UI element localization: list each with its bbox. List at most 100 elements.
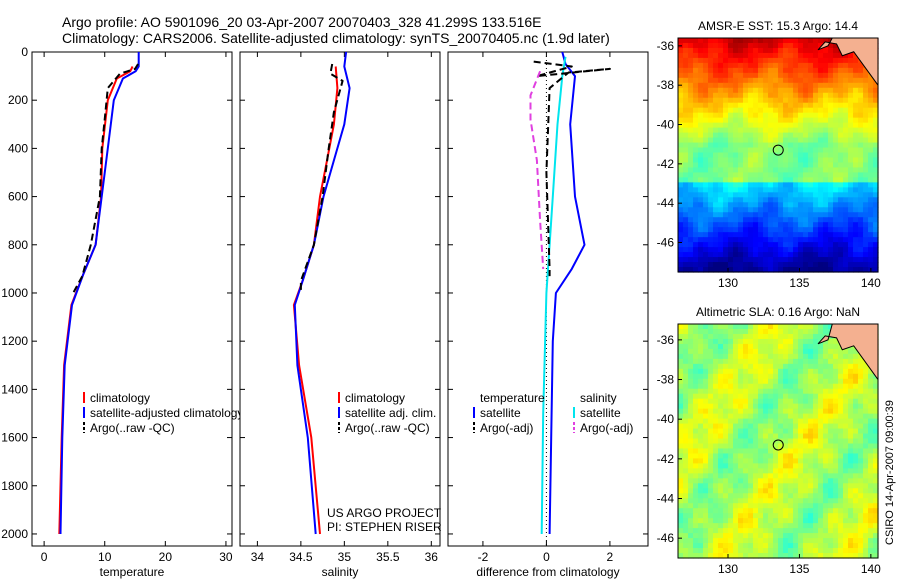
sst-heatmap-cell: [873, 132, 879, 139]
sst-heatmap-cell: [833, 42, 839, 49]
sst-heatmap-cell: [758, 47, 764, 54]
sla-heatmap-cell: [833, 383, 839, 390]
sla-heatmap-cell: [683, 408, 689, 415]
sst-heatmap-cell: [818, 77, 824, 84]
sst-heatmap-cell: [833, 87, 839, 94]
sst-heatmap-cell: [803, 162, 809, 169]
sla-heatmap-cell: [703, 393, 709, 400]
sla-heatmap-cell: [683, 393, 689, 400]
sst-heatmap-cell: [848, 177, 854, 183]
sst-heatmap-cell: [788, 222, 794, 228]
sla-heatmap-cell: [818, 443, 824, 450]
sla-heatmap-cell: [703, 508, 709, 514]
sla-heatmap-cell: [773, 393, 779, 400]
sla-heatmap-cell: [758, 523, 764, 529]
sst-heatmap-cell: [873, 82, 879, 89]
sst-heatmap-cell: [703, 127, 709, 134]
sst-heatmap-cell: [698, 142, 704, 149]
sla-heatmap-cell: [748, 343, 754, 350]
sla-heatmap-cell: [703, 458, 709, 465]
sla-heatmap-cell: [703, 328, 709, 335]
sla-heatmap-cell: [793, 373, 799, 380]
sst-heatmap-cell: [723, 162, 729, 169]
sst-heatmap-cell: [818, 212, 824, 218]
sla-heatmap-cell: [783, 353, 789, 360]
sla-heatmap-cell: [753, 528, 759, 534]
sla-heatmap-cell: [763, 553, 769, 559]
sla-heatmap-cell: [863, 468, 869, 474]
sst-heatmap-cell: [683, 97, 689, 104]
salinity-xtick-label: 35.5: [376, 550, 400, 564]
sla-heatmap-cell: [738, 503, 744, 509]
sla-heatmap-cell: [728, 383, 734, 390]
sla-heatmap-cell: [813, 393, 819, 400]
sst-heatmap-cell: [723, 47, 729, 54]
sst-heatmap-cell: [808, 87, 814, 94]
sst-heatmap-cell: [738, 87, 744, 94]
sst-heatmap-cell: [793, 177, 799, 183]
sla-heatmap-cell: [753, 488, 759, 494]
sla-heatmap-cell: [768, 398, 774, 405]
sst-heatmap-cell: [693, 72, 699, 79]
sst-heatmap-cell: [803, 217, 809, 223]
sla-heatmap-cell: [783, 518, 789, 524]
sla-heatmap-cell: [693, 508, 699, 514]
sst-heatmap-cell: [688, 237, 694, 243]
sst-heatmap-cell: [678, 267, 684, 273]
sst-heatmap-cell: [683, 192, 689, 198]
sla-heatmap-cell: [843, 413, 849, 420]
sla-heatmap-cell: [713, 398, 719, 405]
sla-heatmap-cell: [778, 533, 784, 539]
sst-heatmap-cell: [838, 202, 844, 208]
sst-heatmap-cell: [733, 132, 739, 139]
sla-heatmap-cell: [773, 518, 779, 524]
sla-heatmap-cell: [793, 538, 799, 544]
sst-heatmap-cell: [858, 232, 864, 238]
temperature-ytick-label: 1000: [1, 286, 28, 300]
sst-heatmap-cell: [828, 177, 834, 183]
sst-heatmap-cell: [703, 57, 709, 64]
sla-heatmap-cell: [848, 478, 854, 484]
sla-heatmap-cell: [773, 348, 779, 355]
sla-heatmap-cell: [693, 433, 699, 440]
sla-heatmap-cell: [728, 553, 734, 559]
sst-heatmap-cell: [708, 62, 714, 69]
sla-heatmap-cell: [858, 443, 864, 450]
sla-heatmap-cell: [748, 324, 754, 330]
sst-heatmap-cell: [688, 52, 694, 59]
sst-heatmap-cell: [813, 257, 819, 263]
sla-heatmap-cell: [743, 428, 749, 435]
sla-heatmap-cell: [778, 528, 784, 534]
sst-heatmap-cell: [793, 207, 799, 213]
sst-heatmap-cell: [768, 262, 774, 268]
sla-heatmap-cell: [803, 488, 809, 494]
sla-heatmap-cell: [873, 463, 879, 469]
sla-heatmap-cell: [718, 513, 724, 519]
sst-heatmap-cell: [738, 217, 744, 223]
sla-heatmap-cell: [838, 488, 844, 494]
sst-heatmap-cell: [693, 162, 699, 169]
sla-heatmap-cell: [858, 393, 864, 400]
sla-heatmap-cell: [788, 493, 794, 499]
sla-heatmap-cell: [763, 508, 769, 514]
sla-heatmap-cell: [733, 328, 739, 335]
sla-heatmap-cell: [723, 448, 729, 455]
sla-heatmap-cell: [728, 518, 734, 524]
sla-heatmap-cell: [723, 353, 729, 360]
sla-heatmap-cell: [753, 398, 759, 405]
sst-heatmap-cell: [813, 182, 819, 188]
sst-heatmap-cell: [793, 212, 799, 218]
sst-heatmap-cell: [773, 207, 779, 213]
sla-heatmap-cell: [838, 413, 844, 420]
sst-heatmap-cell: [693, 38, 699, 44]
sst-heatmap-cell: [728, 92, 734, 99]
sla-heatmap-cell: [783, 403, 789, 410]
sla-heatmap-cell: [738, 393, 744, 400]
sst-heatmap-cell: [703, 227, 709, 233]
sst-heatmap-cell: [873, 217, 879, 223]
sla-heatmap-cell: [818, 438, 824, 445]
sla-heatmap-cell: [808, 388, 814, 395]
sst-heatmap-cell: [733, 107, 739, 114]
sla-heatmap-cell: [798, 338, 804, 345]
sst-heatmap-cell: [838, 152, 844, 159]
